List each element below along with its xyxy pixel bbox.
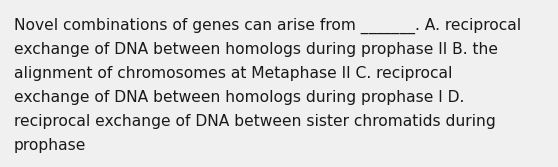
Text: alignment of chromosomes at Metaphase II C. reciprocal: alignment of chromosomes at Metaphase II… [14,66,453,81]
Text: exchange of DNA between homologs during prophase II B. the: exchange of DNA between homologs during … [14,42,498,57]
Text: exchange of DNA between homologs during prophase I D.: exchange of DNA between homologs during … [14,90,464,105]
Text: Novel combinations of genes can arise from _______. A. reciprocal: Novel combinations of genes can arise fr… [14,18,521,34]
Text: reciprocal exchange of DNA between sister chromatids during: reciprocal exchange of DNA between siste… [14,114,496,129]
Text: prophase: prophase [14,138,86,153]
